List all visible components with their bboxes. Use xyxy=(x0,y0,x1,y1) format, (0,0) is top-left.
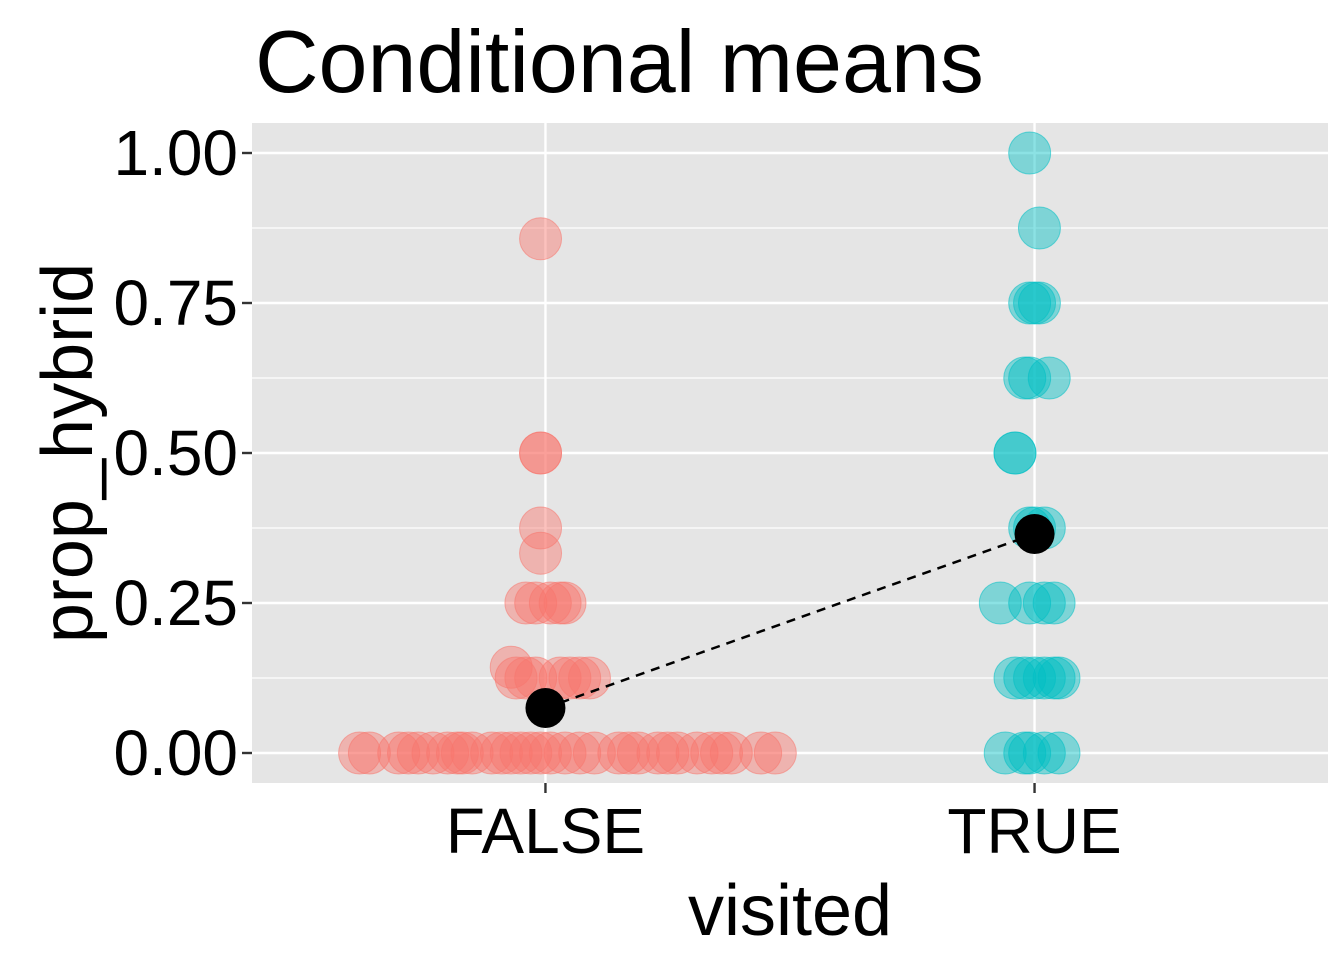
data-point xyxy=(338,731,382,775)
y-tick-label: 0.25 xyxy=(113,567,238,639)
y-tick-label: 0.75 xyxy=(113,267,238,339)
x-tick-label: TRUE xyxy=(947,795,1121,867)
data-point xyxy=(494,656,538,700)
data-point xyxy=(1008,356,1052,400)
data-point xyxy=(978,581,1022,625)
data-point xyxy=(435,731,479,775)
x-tick-label: FALSE xyxy=(446,795,645,867)
data-point xyxy=(993,431,1037,475)
data-point xyxy=(548,656,592,700)
data-point xyxy=(509,731,553,775)
y-tick-label: 0.50 xyxy=(113,417,238,489)
data-point xyxy=(528,581,572,625)
data-point xyxy=(543,731,587,775)
data-point xyxy=(396,731,440,775)
data-point xyxy=(1017,281,1061,325)
data-point xyxy=(567,656,611,700)
data-point xyxy=(983,731,1027,775)
data-point xyxy=(519,731,563,775)
data-point xyxy=(700,731,744,775)
data-point xyxy=(411,731,455,775)
conditional-means xyxy=(525,514,1055,728)
data-point xyxy=(1008,131,1052,175)
data-point xyxy=(504,581,548,625)
data-point xyxy=(1022,581,1066,625)
data-point xyxy=(993,656,1037,700)
data-point xyxy=(519,431,563,475)
data-point xyxy=(1032,656,1076,700)
data-point xyxy=(1003,656,1047,700)
data-point xyxy=(489,645,533,689)
mean-point xyxy=(1014,514,1055,554)
data-point xyxy=(1008,731,1052,775)
data-point xyxy=(572,731,616,775)
data-point xyxy=(387,731,431,775)
data-point xyxy=(450,731,494,775)
data-point xyxy=(558,731,602,775)
data-point xyxy=(1013,281,1057,325)
data-point xyxy=(1017,206,1061,250)
data-point xyxy=(1022,656,1066,700)
x-axis-title: visited xyxy=(688,871,892,951)
mean-connector-line xyxy=(545,532,1035,710)
data-point xyxy=(514,581,558,625)
data-point xyxy=(656,731,700,775)
data-point xyxy=(739,731,783,775)
data-point xyxy=(479,731,523,775)
data-point xyxy=(675,731,719,775)
grid-lines xyxy=(252,123,1328,783)
data-point xyxy=(347,731,391,775)
data-point xyxy=(616,731,660,775)
data-point xyxy=(1003,731,1047,775)
data-point xyxy=(499,731,543,775)
data-point xyxy=(558,656,602,700)
y-axis: 0.00 0.25 0.50 0.75 1.00 xyxy=(113,117,252,789)
data-point xyxy=(538,581,582,625)
mean-point xyxy=(525,688,566,728)
y-tick-label: 1.00 xyxy=(113,117,238,189)
data-point xyxy=(519,217,563,261)
data-point xyxy=(1013,656,1057,700)
data-point xyxy=(519,506,563,550)
data-point xyxy=(709,731,753,775)
y-axis-title: prop_hybrid xyxy=(28,263,108,643)
data-point xyxy=(1008,281,1052,325)
data-point xyxy=(690,731,734,775)
data-point xyxy=(528,731,572,775)
x-axis: FALSE TRUE xyxy=(446,783,1122,867)
data-point xyxy=(1008,581,1052,625)
data-point xyxy=(1027,356,1071,400)
data-point xyxy=(1022,731,1066,775)
data-point xyxy=(607,731,651,775)
data-point xyxy=(426,731,470,775)
data-point xyxy=(519,531,563,575)
data-point xyxy=(646,731,690,775)
chart-title: Conditional means xyxy=(255,12,984,111)
data-point xyxy=(597,731,641,775)
data-point xyxy=(1037,731,1081,775)
data-point xyxy=(543,581,587,625)
data-point xyxy=(1003,356,1047,400)
data-point xyxy=(377,731,421,775)
data-point xyxy=(1037,656,1081,700)
data-point xyxy=(1032,581,1076,625)
data-point xyxy=(504,656,548,700)
data-point xyxy=(470,731,514,775)
data-point xyxy=(753,731,797,775)
y-tick-label: 0.00 xyxy=(113,717,238,789)
data-point xyxy=(636,731,680,775)
data-point xyxy=(489,731,533,775)
data-point xyxy=(440,731,484,775)
